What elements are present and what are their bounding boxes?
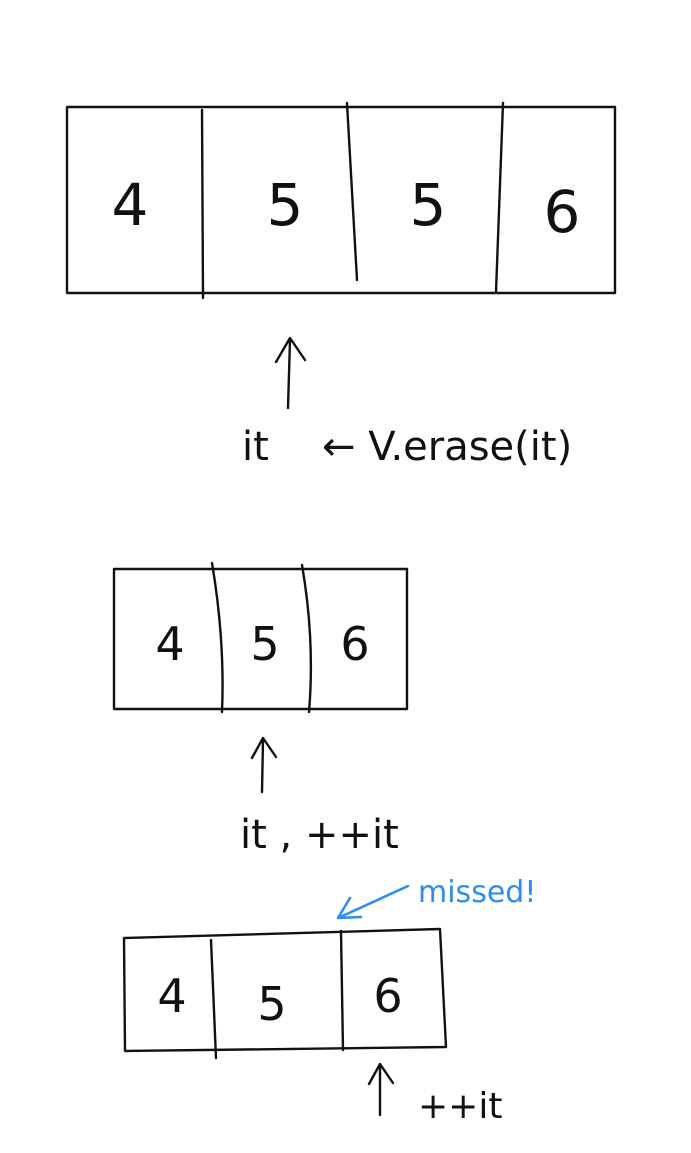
array-3-outline (122, 927, 448, 1053)
pointer-arrow-icon (250, 736, 278, 794)
array-1-divider-2 (345, 101, 359, 282)
array-3: 4 5 6 (122, 927, 448, 1060)
array-1: 4 5 5 6 (65, 101, 617, 300)
missed-note: missed! (418, 875, 536, 910)
array-1-cell-3: 5 (410, 171, 447, 239)
pointer-label-it: it (242, 424, 269, 470)
array-1-divider-3 (494, 101, 505, 294)
array-2-cell-2: 5 (250, 617, 279, 671)
array-1-outline (65, 105, 617, 295)
pointer-label-increment-it: ++it (418, 1086, 502, 1127)
erase-call-label: ← V.erase(it) (322, 424, 572, 470)
missed-arrow-icon (336, 884, 410, 920)
pointer-arrow-icon (367, 1062, 395, 1117)
array-2-outline (112, 567, 409, 711)
array-3-cell-1: 4 (157, 969, 186, 1023)
pointer-arrow-icon (274, 336, 307, 410)
array-3-divider-2 (339, 929, 345, 1052)
array-2: 4 5 6 (112, 561, 409, 714)
array-1-cell-4: 6 (544, 178, 581, 246)
array-3-cell-3: 6 (373, 969, 402, 1023)
array-3-cell-2: 5 (257, 977, 286, 1031)
array-3-divider-1 (209, 938, 218, 1060)
array-1-divider-1 (200, 108, 205, 300)
array-2-cell-1: 4 (155, 617, 184, 671)
array-2-divider-1 (210, 561, 224, 714)
pointer-label-it-increment: it , ++it (240, 812, 399, 858)
array-2-cell-3: 6 (340, 617, 369, 671)
array-1-cell-2: 5 (267, 171, 304, 239)
array-2-divider-2 (300, 563, 313, 714)
array-1-cell-1: 4 (112, 171, 149, 239)
